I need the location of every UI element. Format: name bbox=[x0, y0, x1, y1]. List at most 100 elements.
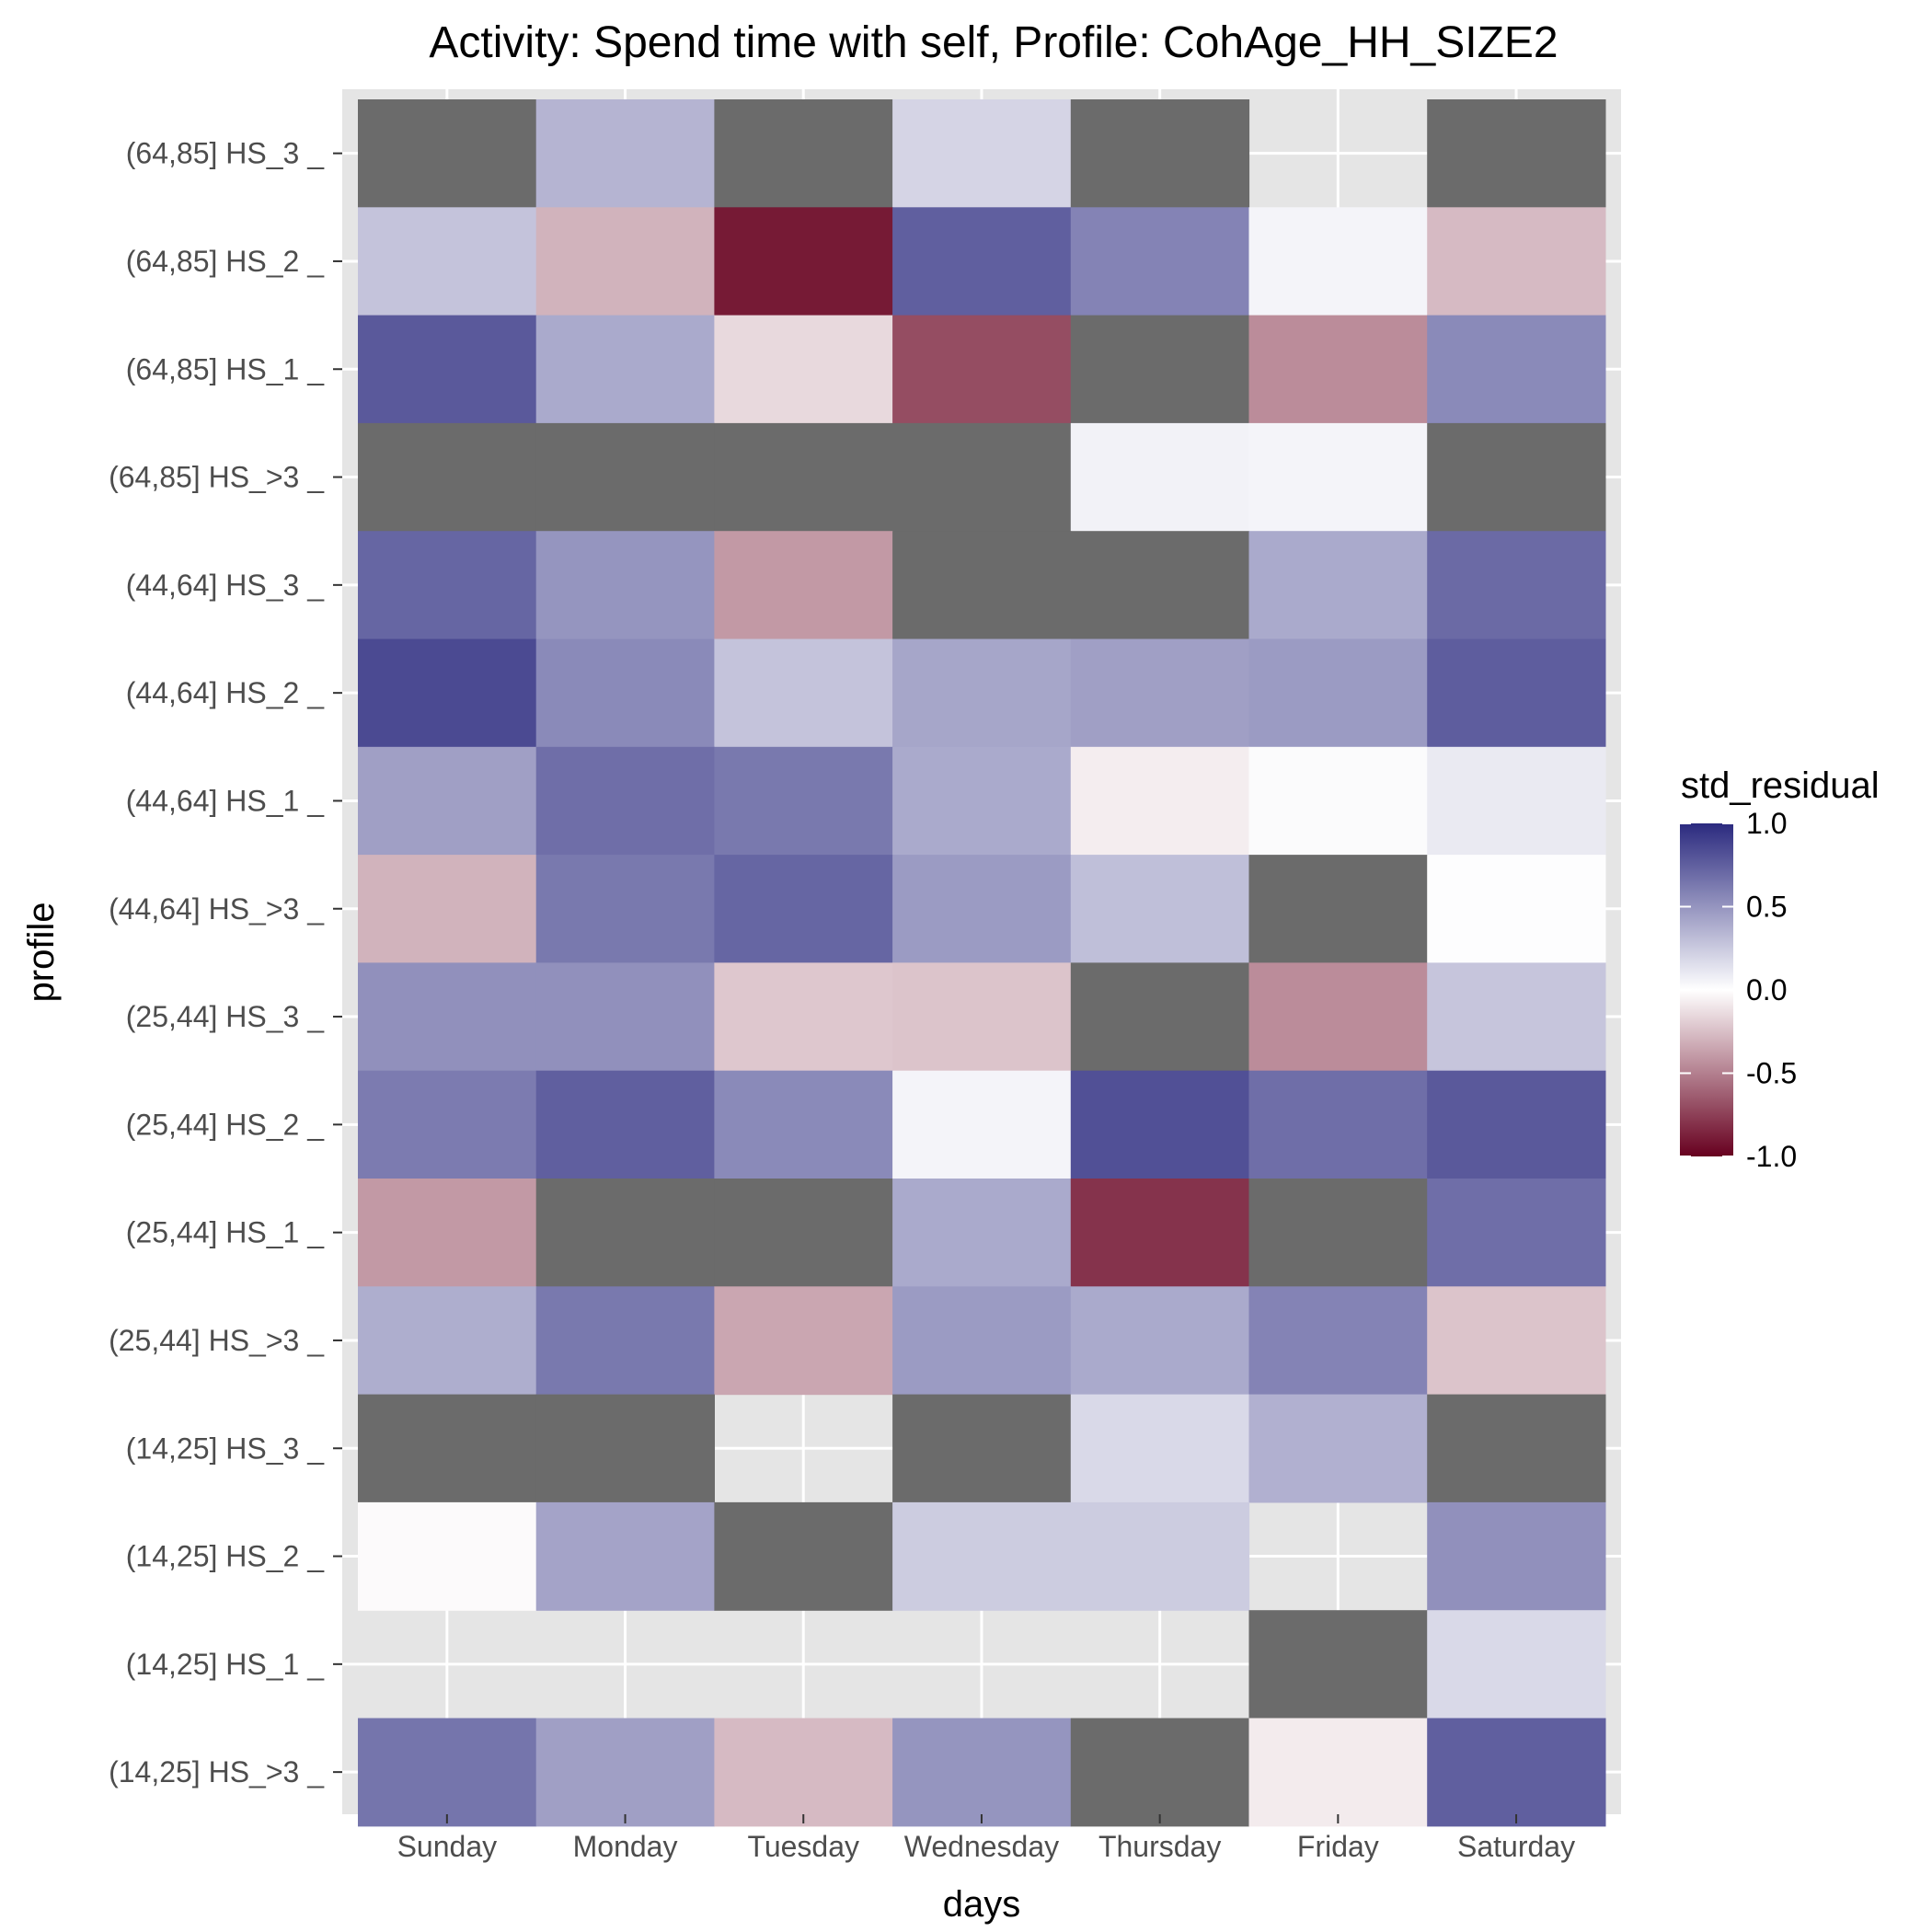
heatmap-cell bbox=[535, 1286, 715, 1396]
y-tick-label: (14,25] HS_3 _ bbox=[126, 1432, 325, 1465]
heatmap-cell bbox=[714, 315, 893, 424]
heatmap-cell bbox=[1248, 1394, 1428, 1503]
heatmap-cell bbox=[535, 315, 715, 424]
y-tick-label: (14,25] HS_1 _ bbox=[126, 1648, 325, 1681]
heatmap-cell bbox=[535, 531, 715, 640]
heatmap-cell bbox=[535, 746, 715, 856]
heatmap-cell bbox=[714, 1286, 893, 1396]
heatmap-cell bbox=[1427, 1070, 1606, 1179]
y-tick-label: (14,25] HS_2 _ bbox=[126, 1540, 325, 1573]
heatmap-cell bbox=[1248, 422, 1428, 532]
legend-tick-label: -0.5 bbox=[1746, 1057, 1797, 1090]
heatmap-cell bbox=[358, 1286, 537, 1396]
heatmap-cell bbox=[535, 99, 715, 208]
heatmap-cell bbox=[714, 207, 893, 316]
heatmap-cell bbox=[714, 531, 893, 640]
heatmap-cell bbox=[1248, 962, 1428, 1072]
heatmap-cell bbox=[1070, 1286, 1250, 1396]
heatmap-cell bbox=[1070, 531, 1250, 640]
heatmap-cell bbox=[714, 746, 893, 856]
heatmap-cell bbox=[1248, 207, 1428, 316]
heatmap-cell bbox=[892, 1718, 1072, 1827]
heatmap-cell bbox=[714, 422, 893, 532]
heatmap-cell bbox=[535, 638, 715, 748]
y-tick-label: (44,64] HS_1 _ bbox=[126, 784, 325, 817]
heatmap-cell bbox=[535, 422, 715, 532]
legend-ticks: 1.0 0.5 0.0 -0.5 -1.0 bbox=[1680, 807, 1797, 1173]
heatmap-cell bbox=[1427, 1179, 1606, 1287]
heatmap-cell bbox=[1070, 638, 1250, 748]
x-tick-label: Monday bbox=[573, 1830, 678, 1863]
heatmap-cell bbox=[535, 207, 715, 316]
heatmap-cell bbox=[714, 962, 893, 1072]
y-tick-label: (64,85] HS_>3 _ bbox=[109, 461, 325, 494]
heatmap-cell bbox=[1070, 99, 1250, 208]
heatmap-cell bbox=[1427, 746, 1606, 856]
y-tick-label: (25,44] HS_1 _ bbox=[126, 1216, 325, 1249]
heatmap-cell bbox=[358, 746, 537, 856]
x-axis-title: days bbox=[943, 1884, 1021, 1925]
heatmap-cell bbox=[358, 962, 537, 1072]
heatmap-cell bbox=[1248, 1718, 1428, 1827]
heatmap-cell bbox=[714, 99, 893, 208]
heatmap-cell bbox=[1248, 1286, 1428, 1396]
y-tick-label: (25,44] HS_3 _ bbox=[126, 1000, 325, 1033]
x-tick-label: Sunday bbox=[397, 1830, 498, 1863]
heatmap-cell bbox=[358, 207, 537, 316]
legend-title: std_residual bbox=[1681, 765, 1880, 806]
heatmap-cell bbox=[535, 962, 715, 1072]
y-axis-title: profile bbox=[21, 903, 62, 1003]
heatmap-cell bbox=[892, 1070, 1072, 1179]
chart-title: Activity: Spend time with self, Profile:… bbox=[429, 18, 1558, 67]
heatmap-cell bbox=[892, 1394, 1072, 1503]
y-tick-label: (64,85] HS_3 _ bbox=[126, 137, 325, 170]
heatmap-cell bbox=[1070, 1718, 1250, 1827]
heatmap-cell bbox=[892, 531, 1072, 640]
x-tick-label: Friday bbox=[1297, 1830, 1379, 1863]
x-tick-label: Wednesday bbox=[904, 1830, 1059, 1863]
heatmap-cell bbox=[1070, 1501, 1250, 1611]
y-tick-label: (64,85] HS_2 _ bbox=[126, 245, 325, 278]
heatmap-cell bbox=[535, 1718, 715, 1827]
heatmap-cell bbox=[892, 315, 1072, 424]
heatmap-cell bbox=[1427, 1718, 1606, 1827]
heatmap-cell bbox=[1427, 531, 1606, 640]
heatmap-cell bbox=[1427, 207, 1606, 316]
heatmap-cell bbox=[892, 962, 1072, 1072]
y-tick-label: (14,25] HS_>3 _ bbox=[109, 1755, 325, 1788]
y-tick-label: (44,64] HS_>3 _ bbox=[109, 892, 325, 926]
heatmap-tiles bbox=[358, 99, 1606, 1827]
heatmap-cell bbox=[1427, 1501, 1606, 1611]
legend-tick-label: -1.0 bbox=[1746, 1140, 1797, 1173]
heatmap-cell bbox=[1427, 855, 1606, 963]
heatmap-cell bbox=[1248, 855, 1428, 963]
y-tick-label: (44,64] HS_2 _ bbox=[126, 676, 325, 709]
heatmap-cell bbox=[1427, 1286, 1606, 1396]
heatmap-cell bbox=[535, 1394, 715, 1503]
heatmap-cell bbox=[358, 531, 537, 640]
heatmap-cell bbox=[535, 1501, 715, 1611]
heatmap-cell bbox=[892, 99, 1072, 208]
heatmap-cell bbox=[358, 1394, 537, 1503]
heatmap-cell bbox=[1070, 855, 1250, 963]
heatmap-cell bbox=[1427, 422, 1606, 532]
heatmap-cell bbox=[1427, 1394, 1606, 1503]
heatmap-cell bbox=[358, 855, 537, 963]
heatmap-cell bbox=[892, 1286, 1072, 1396]
x-tick-label: Saturday bbox=[1457, 1830, 1575, 1863]
heatmap-cell bbox=[358, 99, 537, 208]
heatmap-cell bbox=[1248, 638, 1428, 748]
heatmap-cell bbox=[1248, 1179, 1428, 1287]
heatmap-cell bbox=[1248, 1610, 1428, 1719]
heatmap-cell bbox=[358, 315, 537, 424]
heatmap-cell bbox=[358, 1070, 537, 1179]
heatmap-cell bbox=[714, 1179, 893, 1287]
heatmap-cell bbox=[358, 1718, 537, 1827]
heatmap-cell bbox=[1070, 1394, 1250, 1503]
legend-tick-label: 0.0 bbox=[1746, 973, 1787, 1006]
heatmap-cell bbox=[714, 1070, 893, 1179]
heatmap-cell bbox=[1248, 315, 1428, 424]
heatmap-cell bbox=[358, 1501, 537, 1611]
